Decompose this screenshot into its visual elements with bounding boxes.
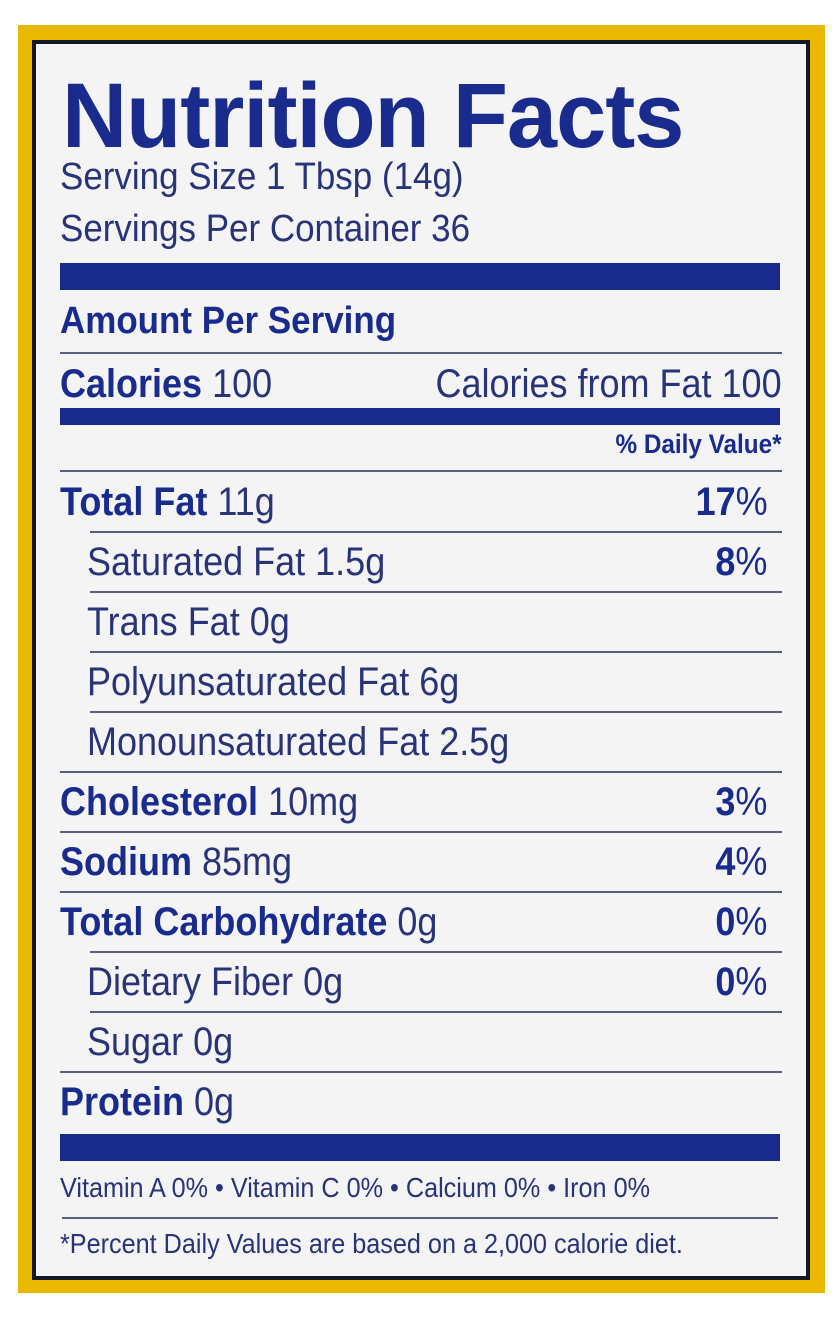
nutrient-amount: 0g <box>194 1079 235 1124</box>
calories-label: Calories <box>60 361 203 406</box>
daily-value-percent: 0 <box>715 899 736 944</box>
nutrient-row: Total Fat 11g 17% <box>60 472 782 532</box>
calories-row: Calories 100 Calories from Fat 100 <box>60 354 782 414</box>
daily-value-percent: 17 <box>695 479 736 524</box>
nutrient-name: Trans Fat <box>87 599 240 644</box>
daily-value-percent: 4 <box>715 839 736 884</box>
nutrient-amount: 10mg <box>268 779 359 824</box>
nutrient-amount: 2.5g <box>439 719 510 764</box>
daily-value-percent: 8 <box>715 539 736 584</box>
servings-per-container: Servings Per Container 36 <box>60 208 471 250</box>
nutrient-amount: 0g <box>397 899 438 944</box>
nutrient-row: Dietary Fiber 0g 0% <box>60 952 782 1012</box>
nutrient-name: Saturated Fat <box>87 539 306 584</box>
nutrient-row: Sodium 85mg 4% <box>60 832 782 892</box>
nutrient-row: Trans Fat 0g <box>60 592 782 652</box>
percent-sign: % <box>735 779 768 824</box>
nutrient-amount: 11g <box>217 479 275 524</box>
medium-divider <box>60 408 780 425</box>
percent-sign: % <box>735 839 768 884</box>
nutrient-row: Saturated Fat 1.5g 8% <box>60 532 782 592</box>
vitamins-minerals: Vitamin A 0% • Vitamin C 0% • Calcium 0%… <box>60 1172 650 1203</box>
percent-sign: % <box>735 539 768 584</box>
nutrient-name: Total Fat <box>60 479 208 524</box>
nutrient-name: Cholesterol <box>60 779 259 824</box>
divider <box>90 531 782 533</box>
nutrient-row: Cholesterol 10mg 3% <box>60 772 782 832</box>
nutrient-row: Sugar 0g <box>60 1012 782 1072</box>
percent-sign: % <box>735 479 768 524</box>
nutrient-name: Sugar <box>87 1019 184 1064</box>
nutrient-amount: 0g <box>249 599 290 644</box>
divider <box>60 352 782 354</box>
nutrition-label: Nutrition Facts Serving Size 1 Tbsp (14g… <box>32 40 810 1280</box>
nutrient-row: Total Carbohydrate 0g 0% <box>60 892 782 952</box>
divider <box>60 771 782 773</box>
divider <box>60 891 782 893</box>
nutrient-row: Polyunsaturated Fat 6g <box>60 652 782 712</box>
label-title: Nutrition Facts <box>62 65 684 167</box>
serving-size: Serving Size 1 Tbsp (14g) <box>60 156 464 198</box>
divider <box>90 651 782 653</box>
nutrient-row: Protein 0g <box>60 1072 782 1132</box>
nutrient-name: Protein <box>60 1079 185 1124</box>
divider <box>60 831 782 833</box>
nutrient-name: Sodium <box>60 839 193 884</box>
nutrient-amount: 6g <box>419 659 460 704</box>
nutrient-row: Monounsaturated Fat 2.5g <box>60 712 782 772</box>
divider <box>90 951 782 953</box>
nutrient-amount: 0g <box>193 1019 234 1064</box>
divider <box>60 1071 782 1073</box>
footnote: *Percent Daily Values are based on a 2,0… <box>60 1228 683 1259</box>
daily-value-header-row: % Daily Value* <box>60 419 782 469</box>
calories-from-fat: Calories from Fat 100 <box>435 361 782 406</box>
divider <box>62 1217 778 1219</box>
nutrient-name: Monounsaturated Fat <box>87 719 430 764</box>
nutrient-name: Polyunsaturated Fat <box>87 659 410 704</box>
nutrient-amount: 1.5g <box>315 539 386 584</box>
nutrient-amount: 85mg <box>202 839 293 884</box>
nutrient-amount: 0g <box>303 959 344 1004</box>
percent-sign: % <box>735 959 768 1004</box>
thick-divider <box>60 1134 780 1161</box>
daily-value-percent: 3 <box>715 779 736 824</box>
calories-value: 100 <box>212 361 273 406</box>
nutrient-name: Total Carbohydrate <box>60 899 388 944</box>
nutrient-name: Dietary Fiber <box>87 959 294 1004</box>
thick-divider <box>60 263 780 290</box>
divider <box>90 1011 782 1013</box>
divider <box>90 711 782 713</box>
amount-per-serving: Amount Per Serving <box>60 300 397 342</box>
daily-value-header: % Daily Value* <box>615 428 782 459</box>
divider <box>90 591 782 593</box>
percent-sign: % <box>735 899 768 944</box>
daily-value-percent: 0 <box>715 959 736 1004</box>
divider <box>60 470 782 472</box>
